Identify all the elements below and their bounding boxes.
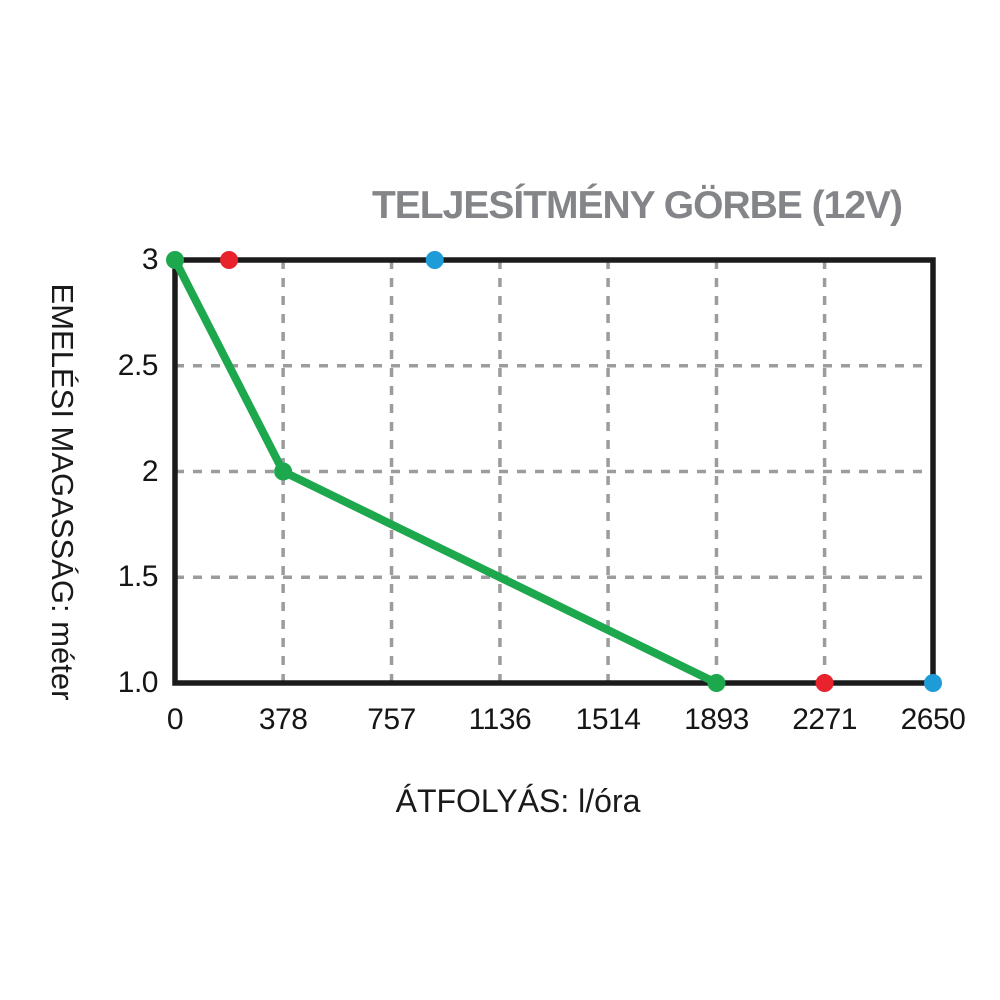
y-tick-label: 2 — [141, 454, 159, 488]
x-tick-label: 0 — [166, 703, 184, 736]
x-tick-label: 378 — [258, 703, 308, 736]
x-axis-label: ÁTFOLYÁS: l/óra — [395, 783, 641, 819]
y-axis-label: EMELÉSI MAGASSÁG: méter — [45, 283, 80, 701]
y-tick-label: 3 — [141, 243, 159, 276]
performance-curve-point — [166, 251, 184, 269]
y-tick-label: 1.5 — [117, 560, 159, 594]
plot-border — [172, 257, 936, 686]
plot-area — [166, 251, 942, 692]
performance-curve-point — [707, 674, 726, 692]
x-tick-label: 1893 — [684, 703, 749, 736]
blue-markers-point — [924, 674, 942, 692]
x-tick-label: 2650 — [900, 703, 966, 736]
red-markers-point — [220, 251, 239, 269]
x-tick-label: 1136 — [468, 703, 532, 736]
performance-curve-point — [274, 462, 293, 481]
x-tick-label: 757 — [367, 703, 416, 736]
x-tick-label: 2271 — [792, 703, 857, 736]
y-tick-label: 1.0 — [117, 666, 159, 699]
blue-markers-point — [425, 251, 444, 269]
x-tick-label: 1514 — [575, 703, 641, 736]
red-markers-point — [815, 674, 834, 692]
chart-title: TELJESÍTMÉNY GÖRBE (12V) — [371, 184, 903, 227]
y-tick-label: 2.5 — [117, 348, 159, 382]
